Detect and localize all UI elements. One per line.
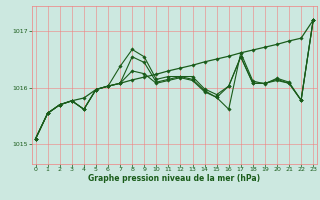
X-axis label: Graphe pression niveau de la mer (hPa): Graphe pression niveau de la mer (hPa) bbox=[88, 174, 260, 183]
